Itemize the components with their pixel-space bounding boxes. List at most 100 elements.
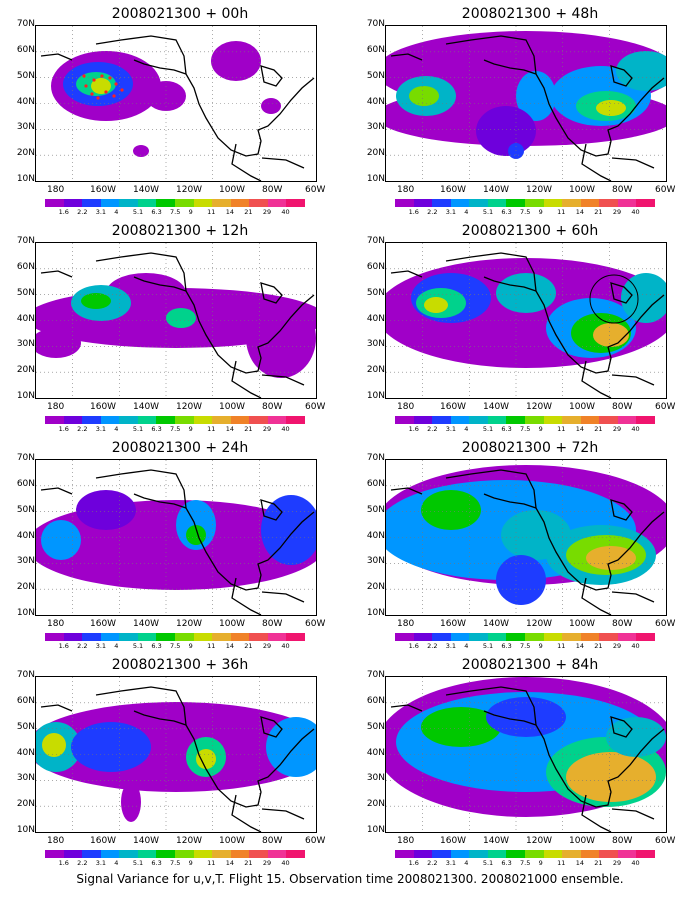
colorbar-swatch <box>63 633 83 641</box>
colorbar-label: 5.1 <box>482 859 494 867</box>
coastline <box>260 499 283 521</box>
colorbar-label: 11 <box>557 425 566 433</box>
observation-point <box>90 92 94 96</box>
colorbar-swatch <box>249 199 269 207</box>
latitude-label: 50N <box>366 721 385 732</box>
colorbar-swatch <box>156 850 176 858</box>
latitude-label: 30N <box>16 773 35 784</box>
longitude-label: 80W <box>612 836 633 846</box>
colorbar-swatch <box>119 416 139 424</box>
colorbar-swatch <box>137 199 157 207</box>
colorbar-label: 9 <box>538 208 543 216</box>
colorbar-swatch <box>82 199 102 207</box>
colorbar-label: 40 <box>631 642 640 650</box>
colorbar-label: 1.6 <box>408 425 419 433</box>
coastline <box>610 499 633 521</box>
map-panel: 2008021300 + 72h 70N 60N 50N 40N 30N 20N 10N 180… <box>367 439 680 650</box>
colorbar-swatch <box>617 850 637 858</box>
coastline <box>611 157 655 169</box>
colorbar-swatch <box>543 850 563 858</box>
coastline <box>483 493 537 509</box>
colorbar-swatch <box>193 416 213 424</box>
colorbar-swatch <box>137 633 157 641</box>
latitude-label: 30N <box>366 339 385 350</box>
colorbar-label: 4 <box>114 642 119 650</box>
latitude-label: 60N <box>16 695 35 706</box>
observation-point <box>108 76 112 80</box>
colorbar-swatch <box>193 199 213 207</box>
colorbar-label: 29 <box>262 859 272 867</box>
colorbar-label: 5.1 <box>132 208 144 216</box>
latitude-label: 50N <box>366 287 385 298</box>
longitude-label: 140W <box>133 185 160 195</box>
coastline <box>445 252 665 374</box>
colorbar-swatch <box>45 633 65 641</box>
panel-title: 2008021300 + 12h <box>111 223 249 239</box>
colorbar <box>45 416 306 424</box>
latitude-label: 40N <box>16 96 35 107</box>
colorbar-label: 5.1 <box>132 425 144 433</box>
latitude-label: 60N <box>366 695 385 706</box>
colorbar <box>45 850 306 858</box>
colorbar-swatch <box>212 633 232 641</box>
colorbar-swatch <box>432 633 452 641</box>
observation-point <box>92 78 96 82</box>
colorbar-label: 2.2 <box>77 425 88 433</box>
colorbar-swatch <box>100 633 120 641</box>
coastline <box>40 704 73 712</box>
colorbar-label: 21 <box>594 425 603 433</box>
colorbar-label: 7.5 <box>170 859 181 867</box>
longitude-label: 180 <box>397 619 415 629</box>
colorbar-swatch <box>156 416 176 424</box>
variance-map <box>386 26 666 181</box>
longitude-label: 60W <box>305 185 326 195</box>
colorbar-swatch <box>395 633 415 641</box>
colorbar-label: 21 <box>244 859 253 867</box>
variance-contour <box>71 722 151 772</box>
colorbar <box>45 199 306 207</box>
variance-contour <box>166 308 196 328</box>
longitude-label: 160W <box>440 836 467 846</box>
colorbar-label: 29 <box>262 425 272 433</box>
colorbar-swatch <box>230 633 250 641</box>
colorbar-swatch <box>175 633 195 641</box>
colorbar-swatch <box>286 199 306 207</box>
latitude-label: 40N <box>16 747 35 758</box>
colorbar-label: 9 <box>538 425 543 433</box>
longitude-label: 120W <box>176 619 203 629</box>
colorbar-swatch <box>286 850 306 858</box>
colorbar-swatch <box>119 633 139 641</box>
map-area <box>35 242 317 399</box>
variance-map <box>386 677 666 832</box>
latitude-label: 30N <box>366 122 385 133</box>
variance-contour <box>566 752 656 802</box>
panel-title: 2008021300 + 36h <box>111 657 249 673</box>
longitude-label: 140W <box>483 185 510 195</box>
longitude-label: 140W <box>483 402 510 412</box>
longitude-label: 180 <box>397 402 415 412</box>
observation-point <box>100 74 104 78</box>
coastline <box>581 143 612 181</box>
coastline <box>390 487 423 495</box>
longitude-label: 100W <box>219 836 246 846</box>
colorbar-swatch <box>230 416 250 424</box>
colorbar-swatch <box>450 416 470 424</box>
coastline <box>610 282 633 304</box>
colorbar-label: 14 <box>575 859 584 867</box>
variance-contour <box>261 98 281 114</box>
colorbar-label: 40 <box>631 859 640 867</box>
latitude-label: 10N <box>366 174 385 184</box>
latitude-label: 70N <box>366 453 385 463</box>
colorbar-label: 9 <box>188 642 193 650</box>
longitude-label: 140W <box>483 836 510 846</box>
colorbar-swatch <box>599 416 619 424</box>
colorbar-swatch <box>249 416 269 424</box>
coastline <box>483 59 537 75</box>
variance-contour <box>91 78 111 94</box>
colorbar-swatch <box>286 633 306 641</box>
colorbar-swatch <box>175 199 195 207</box>
longitude-label: 60W <box>655 619 676 629</box>
coastline <box>390 53 423 61</box>
colorbar-label: 7.5 <box>170 208 181 216</box>
longitude-label: 120W <box>526 402 553 412</box>
